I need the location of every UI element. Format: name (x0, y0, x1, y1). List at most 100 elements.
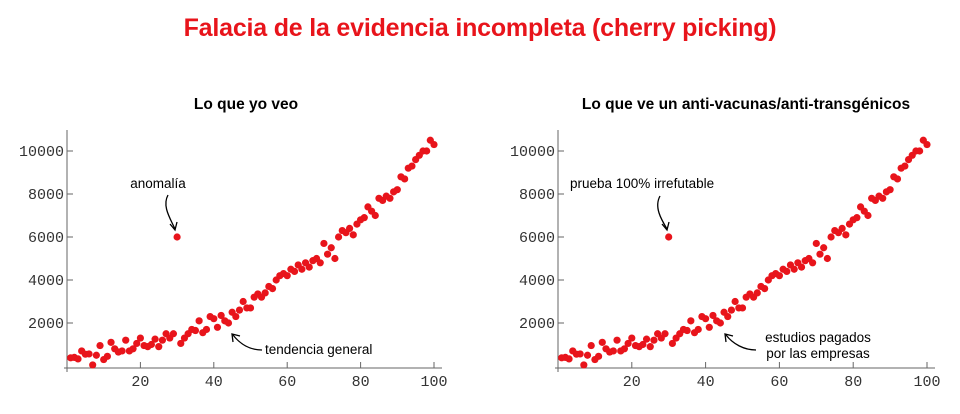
left-data-point (386, 194, 394, 202)
right-data-point (790, 265, 798, 273)
left-data-point (320, 239, 328, 248)
left-data-point (316, 259, 324, 267)
right-y-tick-label: 6000 (519, 230, 555, 247)
right-data-point (583, 351, 592, 359)
right-data-point (709, 311, 717, 320)
left-data-point (191, 326, 200, 335)
right-y-tick-label: 2000 (519, 316, 555, 333)
right-data-point (797, 263, 806, 271)
right-data-point (683, 326, 691, 335)
left-data-point (345, 224, 354, 232)
left-data-point (96, 341, 104, 350)
right-y-tick-label: 4000 (519, 273, 555, 290)
right-data-point (609, 347, 617, 355)
left-data-point (430, 140, 438, 149)
right-data-point (694, 325, 702, 334)
right-x-tick-label: 20 (623, 374, 641, 391)
left-data-point (232, 312, 240, 321)
right-data-point (598, 338, 606, 346)
left-ticks: 20 40 60 80 100 2000 4000 6000 8000 10000 (19, 144, 448, 391)
right-x-tick-label: 100 (913, 374, 940, 391)
right-data-point (783, 267, 791, 275)
left-data-point (334, 233, 343, 241)
right-data-point (775, 272, 784, 280)
annotation-por-las-empresas: por las empresas (766, 346, 870, 361)
left-data-point (92, 351, 100, 359)
right-data-point (661, 330, 669, 338)
right-data-point (753, 289, 761, 297)
left-data-point (202, 325, 211, 334)
right-data-point (624, 339, 632, 348)
right-data-point (650, 336, 658, 344)
right-data-point (576, 350, 584, 358)
main-title: Falacia de la evidencia incompleta (cher… (183, 14, 777, 42)
right-data-point (565, 355, 573, 363)
left-data-point (173, 233, 181, 241)
left-data-point (349, 231, 357, 239)
left-data-point (147, 340, 156, 349)
left-data-point (158, 336, 167, 344)
right-data-point (687, 317, 695, 325)
left-y-tick-label: 6000 (28, 230, 64, 247)
right-data-point (879, 194, 887, 202)
left-x-tick-label: 100 (420, 374, 447, 391)
right-data-point (705, 323, 713, 331)
left-x-tick-label: 80 (352, 374, 370, 391)
left-y-tick-label: 8000 (28, 187, 64, 204)
left-data-point (118, 347, 126, 355)
right-x-tick-label: 80 (844, 374, 862, 391)
right-data-point (864, 211, 872, 220)
right-data-point (923, 140, 931, 149)
right-data-point (580, 361, 588, 369)
arrow-to-proof (657, 195, 668, 230)
left-data-point (261, 289, 269, 297)
right-data-point (809, 259, 817, 267)
right-x-tick-label: 40 (697, 374, 715, 391)
left-data-point (268, 285, 277, 293)
left-data-point (177, 339, 185, 348)
left-data-point (224, 319, 233, 327)
left-data-point (155, 343, 163, 351)
right-data-point (761, 285, 769, 293)
left-data-point (393, 186, 401, 194)
right-data-point (812, 239, 820, 248)
arrow-head-trend (231, 333, 241, 343)
annotation-prueba-irrefutable: prueba 100% irrefutable (570, 176, 714, 191)
left-data-points (67, 136, 438, 369)
left-data-point (290, 267, 299, 275)
right-data-point (702, 315, 710, 323)
right-data-point (628, 334, 636, 342)
right-data-point (716, 319, 724, 327)
right-data-point (642, 335, 651, 343)
right-data-point (886, 186, 894, 194)
left-x-tick-label: 20 (131, 374, 149, 391)
left-x-tick-label: 60 (278, 374, 296, 391)
left-y-tick-label: 2000 (28, 316, 64, 333)
left-data-point (235, 306, 244, 314)
left-data-point (151, 335, 159, 343)
right-data-point (620, 345, 629, 353)
right-data-point (639, 340, 647, 349)
right-x-tick-label: 60 (770, 374, 788, 391)
left-data-point (360, 214, 368, 222)
left-x-tick-label: 40 (205, 374, 223, 391)
annotation-tendencia-general: tendencia general (265, 342, 372, 357)
arrow-to-studies (725, 334, 757, 351)
right-data-point (587, 341, 595, 350)
annotation-anomalia: anomalía (130, 176, 186, 191)
left-data-point (298, 265, 306, 273)
left-data-point (327, 244, 335, 252)
right-data-point (613, 336, 621, 344)
left-data-point (283, 272, 291, 280)
left-data-point (408, 162, 416, 170)
right-data-point (820, 244, 828, 252)
arrow-head-studies (724, 333, 734, 343)
right-y-tick-label: 10000 (510, 144, 555, 161)
left-y-tick-label: 10000 (19, 144, 64, 161)
left-data-point (74, 355, 82, 363)
right-data-point (901, 162, 909, 170)
right-data-point (816, 250, 824, 258)
right-y-tick-label: 8000 (519, 187, 555, 204)
left-data-point (371, 211, 379, 220)
